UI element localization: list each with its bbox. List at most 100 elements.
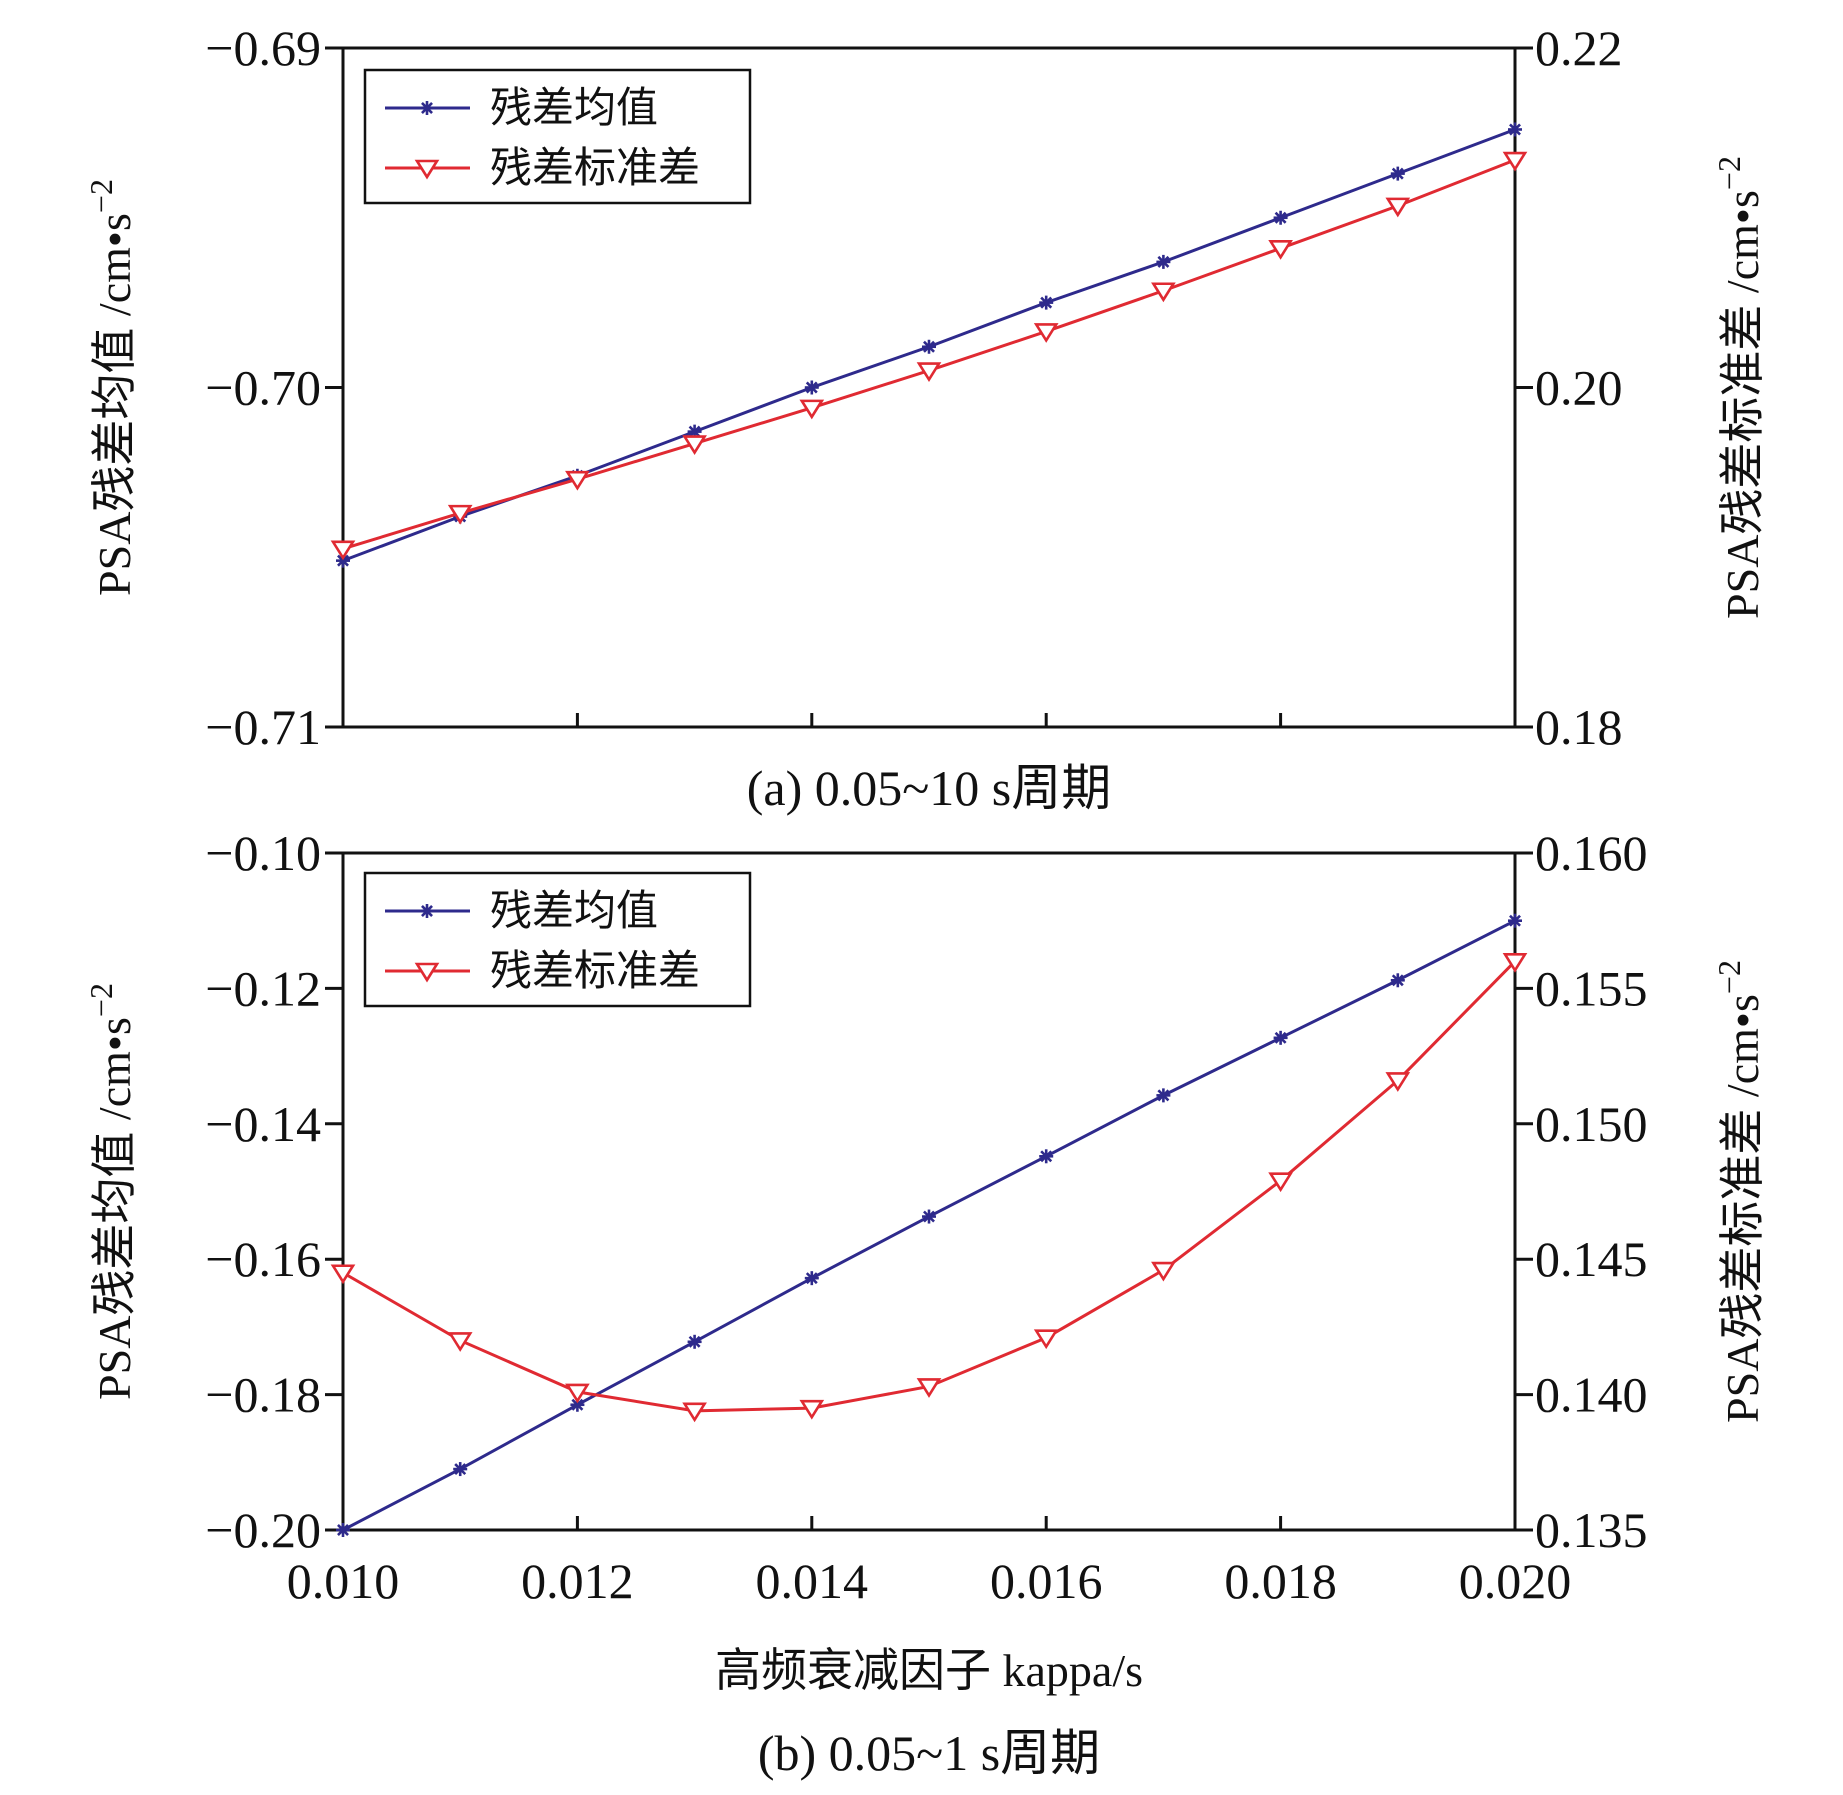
series-line	[342, 960, 1517, 1413]
legend-marker	[420, 101, 434, 115]
data-point	[1502, 953, 1528, 973]
y-left-axis-title: PSA残差均值 /cm•s−2	[83, 983, 140, 1400]
legend-marker	[414, 159, 440, 180]
panel-caption: (b) 0.05~1 s周期	[758, 1725, 1100, 1781]
data-point	[336, 1523, 350, 1537]
data-point	[687, 1334, 702, 1349]
data-point	[447, 504, 473, 525]
x-tick-label: 0.010	[287, 1553, 400, 1609]
data-point	[330, 540, 356, 561]
legend-item: 残差均值	[385, 889, 658, 935]
legend-label: 残差标准差	[490, 949, 700, 995]
legend-box	[363, 68, 752, 205]
legend-item: 残差标准差	[385, 949, 700, 995]
y-left-axis-title-text: PSA残差均值 /cm•s−2	[83, 179, 140, 596]
x-tick-label: 0.016	[990, 1553, 1103, 1609]
data-point	[1273, 1030, 1288, 1045]
y-right-axis-title-text: PSA残差标准差 /cm•s−2	[1711, 960, 1768, 1423]
data-point	[922, 339, 936, 354]
data-point	[1156, 1088, 1171, 1103]
y-left-tick-label: −0.16	[205, 1231, 321, 1287]
y-left-tick-label: −0.14	[205, 1096, 321, 1152]
data-point	[1273, 210, 1288, 225]
x-tick-label: 0.020	[1459, 1553, 1572, 1609]
data-point	[1039, 295, 1054, 310]
legend-label: 残差标准差	[490, 146, 700, 192]
y-left-axis-title: PSA残差均值 /cm•s−2	[83, 179, 140, 596]
data-point	[922, 1209, 936, 1224]
data-point	[1385, 1072, 1411, 1092]
y-left-tick-label: −0.10	[205, 825, 321, 881]
series-std	[330, 151, 1528, 561]
data-point	[804, 1271, 819, 1286]
x-tick-label: 0.018	[1224, 1553, 1337, 1609]
y-left-tick-label: −0.69	[205, 20, 321, 76]
data-point	[1268, 1172, 1293, 1193]
data-point	[799, 399, 825, 420]
data-point	[565, 1383, 590, 1404]
data-point	[565, 470, 590, 491]
series-std	[330, 953, 1528, 1423]
data-point	[1268, 240, 1293, 260]
data-point	[1151, 282, 1176, 303]
data-point	[330, 1264, 356, 1285]
x-tick-label: 0.012	[521, 1553, 634, 1609]
data-point	[916, 1378, 942, 1398]
y-left-axis-title-text: PSA残差均值 /cm•s−2	[83, 983, 140, 1400]
legend-item: 残差均值	[385, 86, 658, 132]
y-right-tick-label: 0.145	[1535, 1231, 1648, 1287]
series-line	[342, 158, 1516, 551]
series-line	[342, 919, 1516, 1532]
chart-panel-b: 0.010 0.012 0.014 0.016 0.018 0.020 −0.10 −0.12…	[83, 825, 1768, 1781]
data-point	[453, 1462, 468, 1477]
y-right-axis-title: PSA残差标准差 /cm•s−2	[1711, 156, 1768, 619]
y-right-axis-title: PSA残差标准差 /cm•s−2	[1711, 960, 1768, 1423]
plot-frame	[341, 851, 1517, 1532]
y-right-tick-label: 0.160	[1535, 825, 1648, 881]
data-point	[1385, 197, 1411, 218]
y-left-tick-label: −0.18	[205, 1367, 321, 1423]
panel-caption: (a) 0.05~10 s周期	[747, 760, 1112, 816]
data-point	[1039, 1149, 1054, 1164]
y-right-tick-label: 0.20	[1535, 360, 1623, 416]
data-point	[1390, 973, 1405, 988]
data-point	[799, 1399, 825, 1420]
legend-box	[363, 871, 752, 1008]
data-point	[916, 362, 942, 382]
y-right-tick-label: 0.18	[1535, 699, 1623, 755]
legend-label: 残差均值	[490, 86, 658, 132]
legend-item: 残差标准差	[385, 146, 700, 192]
data-point	[804, 380, 819, 395]
data-point	[1390, 166, 1405, 181]
y-left-tick-label: −0.70	[205, 360, 321, 416]
chart-panel-a: −0.69 −0.70 −0.71 0.22 0.20 0.18 PSA残差均值 /cm•s…	[83, 20, 1768, 816]
y-right-tick-label: 0.22	[1535, 20, 1623, 76]
y-right-tick-label: 0.135	[1535, 1502, 1648, 1558]
y-left-tick-label: −0.71	[205, 699, 321, 755]
data-point	[682, 435, 707, 455]
legend-label: 残差均值	[490, 889, 658, 935]
data-point	[682, 1402, 707, 1423]
x-axis-title: 高频衰减因子 kappa/s	[715, 1645, 1143, 1696]
data-point	[687, 424, 702, 439]
legend-marker	[414, 962, 440, 983]
y-left-tick-label: −0.20	[205, 1502, 321, 1558]
y-left-tick-label: −0.12	[205, 960, 321, 1016]
series-mean	[336, 913, 1522, 1537]
y-right-tick-label: 0.150	[1535, 1096, 1648, 1152]
x-tick-label: 0.014	[756, 1553, 869, 1609]
data-point	[447, 1332, 473, 1352]
y-right-tick-label: 0.140	[1535, 1367, 1648, 1423]
y-right-tick-label: 0.155	[1535, 960, 1648, 1016]
y-right-axis-title-text: PSA残差标准差 /cm•s−2	[1711, 156, 1768, 619]
data-point	[1033, 1329, 1059, 1350]
data-point	[1156, 254, 1171, 269]
legend-marker	[420, 904, 434, 918]
data-point	[1151, 1261, 1176, 1282]
data-point	[1508, 122, 1522, 137]
data-point	[1033, 323, 1059, 343]
data-point	[1502, 151, 1528, 172]
